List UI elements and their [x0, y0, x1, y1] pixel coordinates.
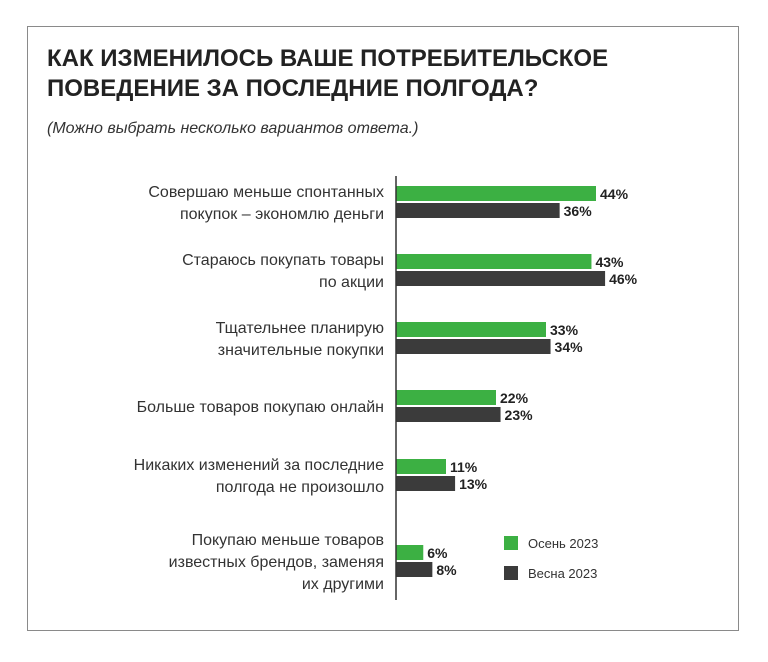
value-label: 43% [595, 254, 624, 270]
value-label: 34% [555, 339, 584, 355]
category-label: Никаких изменений за последние [134, 457, 384, 474]
category-label: по акции [319, 274, 384, 291]
value-label: 33% [550, 322, 579, 338]
value-label: 36% [564, 203, 593, 219]
bar-spring-2023 [396, 271, 606, 286]
bar-spring-2023 [396, 203, 560, 218]
bar-spring-2023 [396, 562, 433, 577]
chart-frame [27, 26, 739, 631]
legend-label-spring: Весна 2023 [528, 566, 597, 581]
legend-swatch-spring [504, 566, 518, 580]
value-label: 44% [600, 186, 629, 202]
category-label: известных брендов, заменяя [169, 554, 384, 571]
value-label: 22% [500, 390, 529, 406]
bar-autumn-2023 [396, 459, 446, 474]
category-label: Совершаю меньше спонтанных [148, 184, 384, 201]
legend-label-autumn: Осень 2023 [528, 536, 598, 551]
value-label: 23% [505, 407, 534, 423]
category-label: значительные покупки [218, 342, 384, 359]
value-label: 13% [459, 476, 488, 492]
chart-subtitle: (Можно выбрать несколько вариантов ответ… [47, 120, 419, 137]
category-label: Тщательнее планирую [216, 320, 384, 337]
legend-swatch-autumn [504, 536, 518, 550]
category-label: полгода не произошло [216, 479, 384, 496]
value-label: 6% [427, 545, 448, 561]
category-label: Стараюсь покупать товары [182, 252, 384, 269]
category-label: их другими [302, 576, 384, 593]
chart-title: КАК ИЗМЕНИЛОСЬ ВАШЕ ПОТРЕБИТЕЛЬСКОЕ ПОВЕ… [47, 45, 609, 102]
bar-spring-2023 [396, 407, 501, 422]
bar-autumn-2023 [396, 322, 546, 337]
bar-spring-2023 [396, 339, 551, 354]
bar-autumn-2023 [396, 545, 424, 560]
category-label: Больше товаров покупаю онлайн [137, 399, 384, 416]
category-label: Покупаю меньше товаров [192, 532, 384, 549]
bar-spring-2023 [396, 476, 456, 491]
bar-autumn-2023 [396, 390, 496, 405]
bar-autumn-2023 [396, 254, 592, 269]
category-label: покупок – экономлю деньги [180, 206, 384, 223]
bar-autumn-2023 [396, 186, 596, 201]
value-label: 11% [450, 459, 478, 475]
value-label: 8% [436, 562, 457, 578]
value-label: 46% [609, 271, 638, 287]
